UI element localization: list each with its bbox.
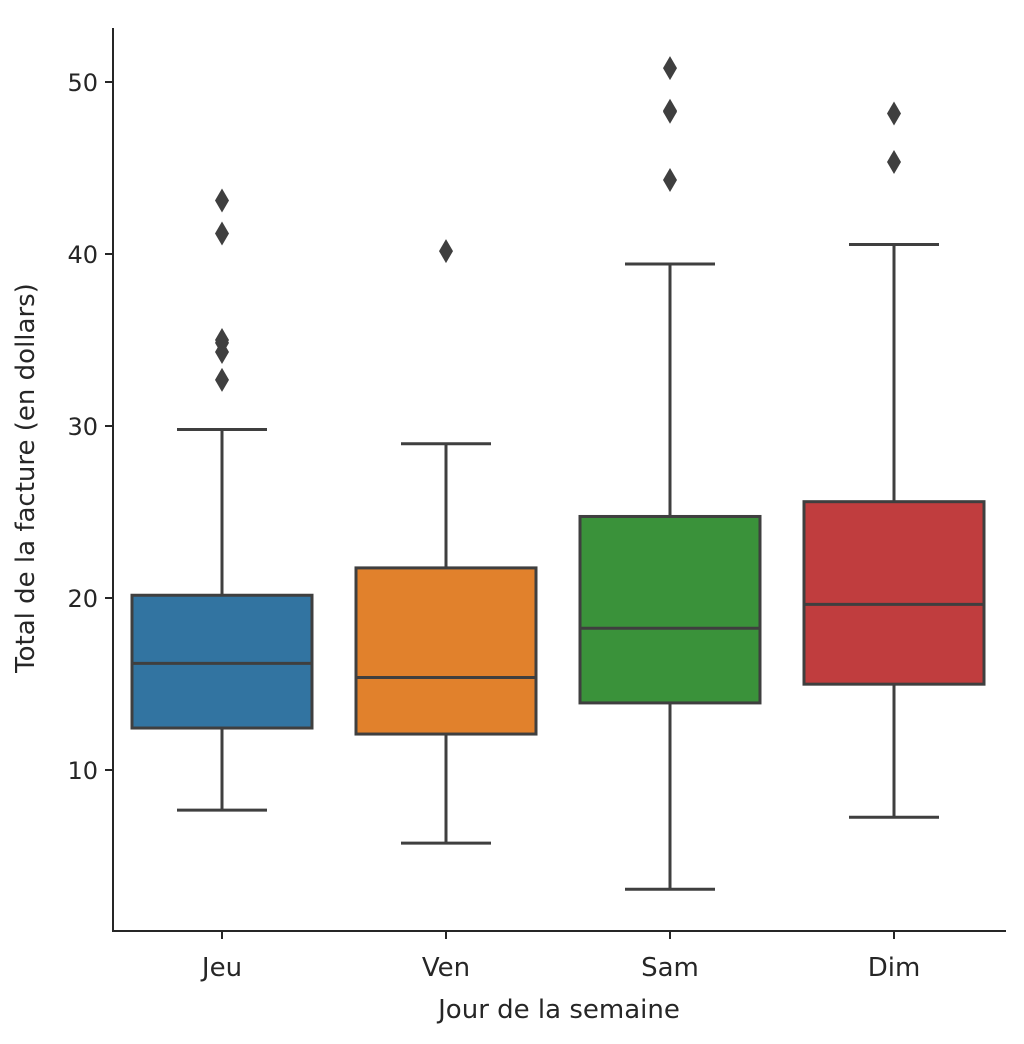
y-tick-label: 20 <box>67 585 98 613</box>
x-tick-label: Ven <box>422 953 470 983</box>
box <box>130 593 314 730</box>
box <box>578 514 762 705</box>
outlier-point <box>215 367 229 392</box>
x-tick-label: Sam <box>641 953 699 983</box>
y-tick-label: 10 <box>67 757 98 785</box>
x-axis-label: Jour de la semaine <box>436 995 680 1025</box>
y-axis-label: Total de la facture (en dollars) <box>11 283 41 674</box>
y-tick-label: 50 <box>67 69 98 97</box>
outlier-point <box>439 239 453 264</box>
box <box>354 566 538 736</box>
box-group-sam <box>578 56 762 891</box>
x-ticks: Jeu Ven Sam Dim <box>200 931 920 983</box>
outlier-point <box>215 221 229 246</box>
y-ticks: 10 20 30 40 50 <box>67 69 113 785</box>
box-group-jeu <box>130 188 314 812</box>
x-tick-label: Jeu <box>200 953 242 983</box>
y-tick-label: 30 <box>67 413 98 441</box>
y-tick-label: 40 <box>67 241 98 269</box>
plot-area <box>130 56 986 891</box>
box <box>802 500 986 686</box>
outlier-point <box>663 56 677 81</box>
x-tick-label: Dim <box>868 953 921 983</box>
box-group-dim <box>802 101 986 819</box>
box-group-ven <box>354 239 538 845</box>
outlier-point <box>215 328 229 352</box>
outlier-point <box>887 101 901 126</box>
outlier-point <box>215 188 229 213</box>
outlier-point <box>887 149 901 174</box>
outlier-point <box>663 98 677 123</box>
outlier-point <box>663 168 677 193</box>
